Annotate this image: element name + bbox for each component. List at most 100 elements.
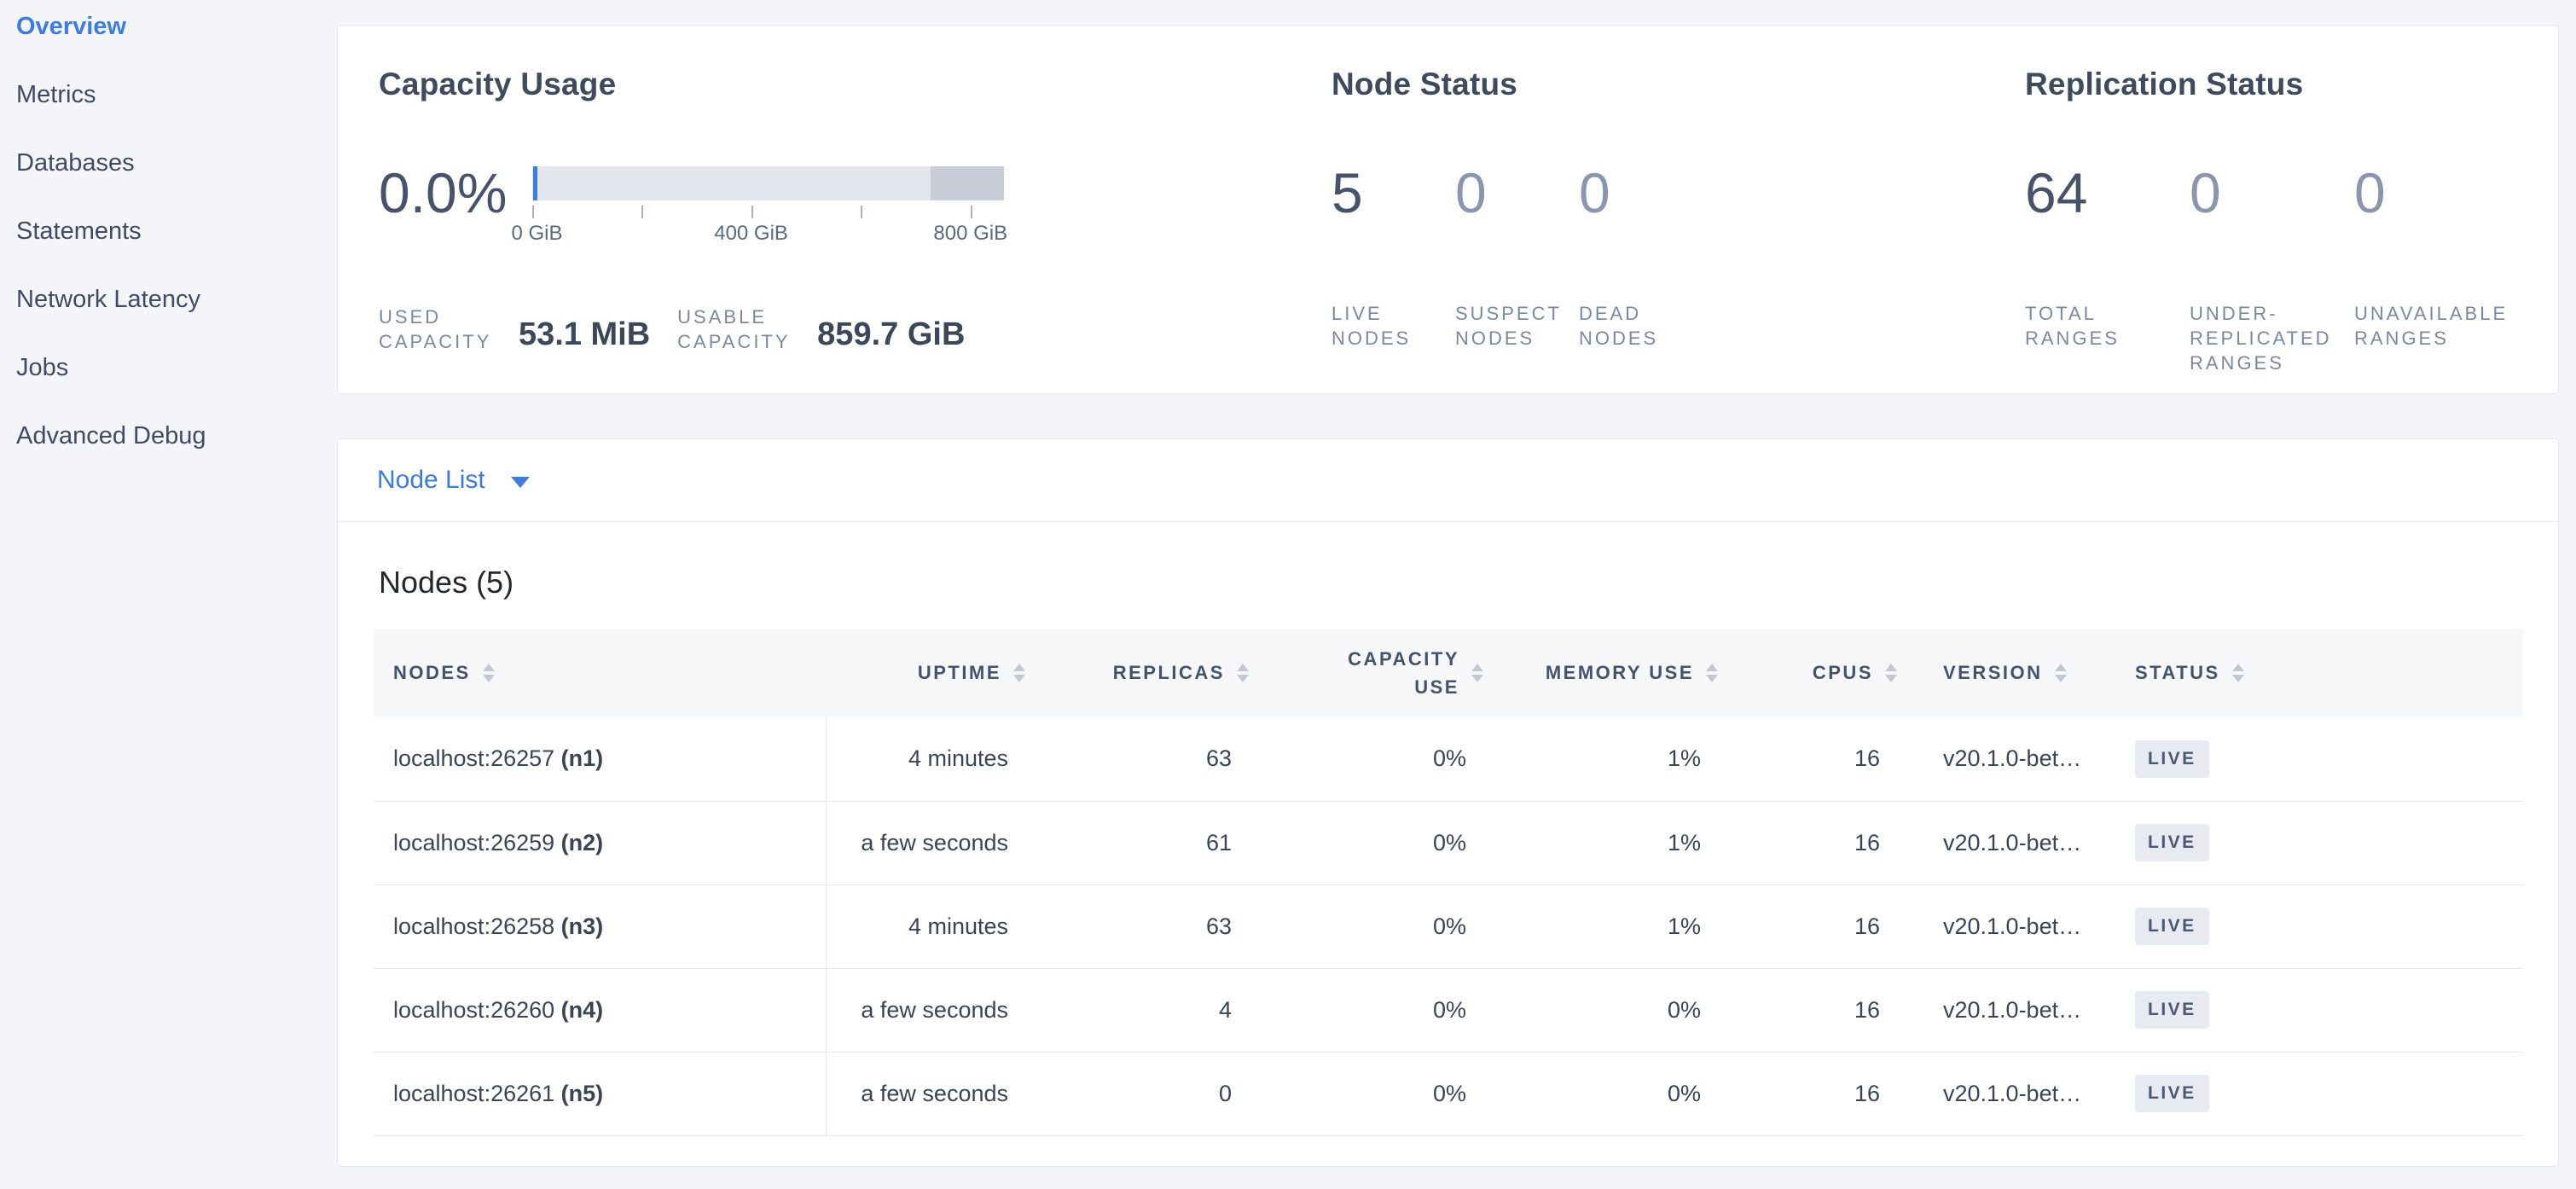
tick-mark	[532, 206, 534, 218]
sidebar-item-advanced-debug[interactable]: Advanced Debug	[16, 421, 206, 450]
live-nodes-label: LIVE NODES	[1332, 303, 1412, 350]
sort-arrows-icon	[482, 664, 495, 682]
cell-cpus: 16	[1854, 1080, 1880, 1106]
cell-cpus: 16	[1854, 913, 1880, 939]
column-header-capacity-use[interactable]: CAPACITY USE	[1252, 629, 1487, 717]
sidebar-item-network-latency[interactable]: Network Latency	[16, 285, 200, 313]
cell-replicas: 4	[1218, 996, 1232, 1023]
live-nodes-value: 5	[1332, 161, 1363, 224]
cell-replicas: 61	[1205, 829, 1232, 856]
status-badge: LIVE	[2135, 908, 2209, 945]
cell-uptime: a few seconds	[861, 996, 1008, 1023]
cell-capacity-use: 0%	[1432, 913, 1466, 939]
cell-uptime: 4 minutes	[908, 913, 1008, 939]
tick-mark	[641, 206, 644, 218]
cell-memory-use: 0%	[1667, 996, 1701, 1023]
axis-label-400gib: 400 GiB	[714, 222, 788, 245]
suspect-nodes-label: SUSPECT NODES	[1455, 303, 1562, 350]
node-list-header: Node List	[338, 439, 2558, 522]
node-list-dropdown-label: Node List	[377, 466, 485, 494]
usable-capacity-value: 859.7 GiB	[817, 316, 966, 352]
node-list-dropdown[interactable]: Node List	[377, 466, 530, 495]
sort-arrows-icon	[1706, 664, 1718, 682]
cell-status: LIVE	[2109, 1052, 2523, 1135]
sidebar-item-databases[interactable]: Databases	[16, 148, 135, 177]
nodes-table-head: NODES UPTIME REPLICAS	[374, 629, 2523, 717]
capacity-usage-section: Capacity Usage 0.0% 0 GiB 400 Gi	[379, 68, 1332, 393]
suspect-nodes-value: 0	[1455, 161, 1487, 224]
cell-capacity-use: 0%	[1432, 829, 1466, 856]
cell-version: v20.1.0-bet…	[1943, 745, 2082, 772]
dead-nodes-label: DEAD NODES	[1579, 303, 1659, 350]
dead-nodes-value: 0	[1579, 161, 1610, 224]
total-ranges-label: TOTAL RANGES	[2025, 303, 2120, 350]
chevron-down-icon	[510, 476, 530, 488]
cell-node-address: localhost:26259 (n2)	[374, 801, 827, 884]
sort-arrows-icon	[1885, 664, 1897, 682]
unavailable-ranges-stat: 0 UNAVAILABLE RANGES	[2354, 165, 2519, 375]
cell-replicas: 63	[1205, 913, 1232, 939]
nodes-table-header-row: NODES UPTIME REPLICAS	[374, 629, 2523, 717]
table-row[interactable]: localhost:26259 (n2) a few seconds 61 0%…	[374, 801, 2523, 884]
sort-arrows-icon	[1471, 664, 1483, 682]
tick-mark	[860, 206, 862, 218]
status-badge: LIVE	[2135, 1075, 2209, 1112]
cell-status: LIVE	[2109, 717, 2523, 801]
cell-cpus: 16	[1854, 996, 1880, 1023]
status-badge: LIVE	[2135, 991, 2209, 1029]
table-row[interactable]: localhost:26261 (n5) a few seconds 0 0% …	[374, 1052, 2523, 1135]
node-list-card: Node List Nodes (5) NODES	[337, 438, 2559, 1167]
live-nodes-stat: 5 LIVE NODES	[1332, 165, 1455, 351]
column-header-version[interactable]: VERSION	[1900, 629, 2109, 717]
cell-status: LIVE	[2109, 884, 2523, 968]
capacity-percent: 0.0%	[379, 161, 508, 224]
sidebar-item-jobs[interactable]: Jobs	[16, 353, 69, 381]
axis-label-800gib: 800 GiB	[933, 222, 1008, 245]
tick-mark	[970, 206, 972, 218]
sidebar-nav: Overview Metrics Databases Statements Ne…	[0, 0, 328, 470]
column-header-uptime[interactable]: UPTIME	[826, 629, 1029, 717]
column-header-memory-use[interactable]: MEMORY USE	[1487, 629, 1721, 717]
column-header-status[interactable]: STATUS	[2109, 629, 2523, 717]
sidebar-item-metrics[interactable]: Metrics	[16, 80, 96, 108]
capacity-bar: 0 GiB 400 GiB 800 GiB	[512, 166, 1008, 247]
sort-arrows-icon	[2054, 664, 2067, 682]
sidebar-item-overview[interactable]: Overview	[16, 12, 126, 40]
usable-capacity-label: USABLE CAPACITY	[677, 306, 791, 353]
under-replicated-ranges-label: UNDER-REPLICATED RANGES	[2190, 303, 2332, 374]
table-row[interactable]: localhost:26258 (n3) 4 minutes 63 0% 1% …	[374, 884, 2523, 968]
cell-status: LIVE	[2109, 968, 2523, 1052]
cell-cpus: 16	[1854, 829, 1880, 856]
used-capacity-label: USED CAPACITY	[379, 306, 492, 353]
column-header-replicas[interactable]: REPLICAS	[1029, 629, 1252, 717]
cell-uptime: 4 minutes	[908, 745, 1008, 772]
cell-uptime: a few seconds	[861, 829, 1008, 856]
cell-memory-use: 0%	[1667, 1080, 1701, 1106]
used-capacity-stat: USED CAPACITY 53.1 MiB	[379, 304, 670, 354]
cell-version: v20.1.0-bet…	[1943, 913, 2082, 939]
cell-version: v20.1.0-bet…	[1943, 829, 2082, 856]
usable-capacity-stat: USABLE CAPACITY 859.7 GiB	[677, 304, 985, 354]
main-content: Capacity Usage 0.0% 0 GiB 400 Gi	[328, 0, 2576, 1189]
column-header-cpus[interactable]: CPUS	[1721, 629, 1900, 717]
unavailable-ranges-label: UNAVAILABLE RANGES	[2354, 303, 2509, 350]
capacity-bar-other-segment	[931, 166, 1004, 200]
dead-nodes-stat: 0 DEAD NODES	[1579, 165, 1703, 351]
total-ranges-stat: 64 TOTAL RANGES	[2025, 165, 2190, 375]
cell-capacity-use: 0%	[1432, 1080, 1466, 1106]
cell-node-address: localhost:26260 (n4)	[374, 968, 827, 1052]
used-capacity-value: 53.1 MiB	[519, 316, 651, 352]
replication-status-section: Replication Status 64 TOTAL RANGES 0 UND…	[2025, 68, 2558, 393]
cell-memory-use: 1%	[1667, 829, 1701, 856]
suspect-nodes-stat: 0 SUSPECT NODES	[1455, 165, 1579, 351]
status-badge: LIVE	[2135, 824, 2209, 861]
table-row[interactable]: localhost:26260 (n4) a few seconds 4 0% …	[374, 968, 2523, 1052]
cell-capacity-use: 0%	[1432, 996, 1466, 1023]
cell-replicas: 63	[1205, 745, 1232, 772]
column-header-nodes[interactable]: NODES	[374, 629, 826, 717]
sidebar-item-statements[interactable]: Statements	[16, 217, 142, 245]
table-row[interactable]: localhost:26257 (n1) 4 minutes 63 0% 1% …	[374, 717, 2523, 801]
cell-memory-use: 1%	[1667, 745, 1701, 772]
total-ranges-value: 64	[2025, 161, 2088, 224]
